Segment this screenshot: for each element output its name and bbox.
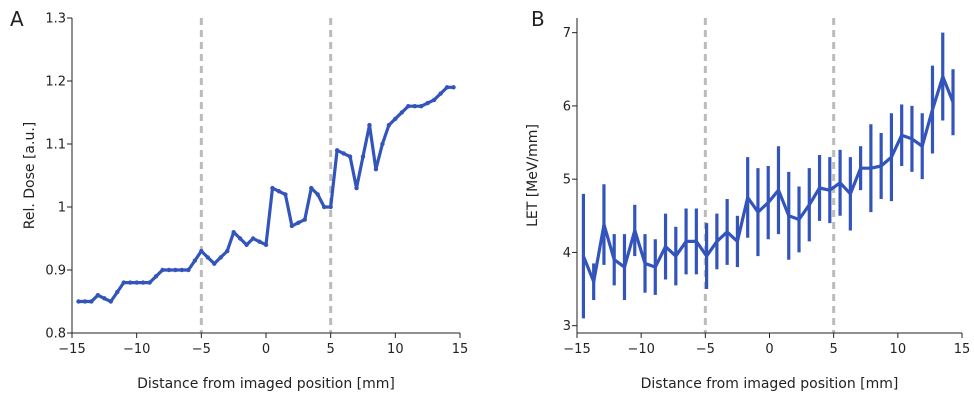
panel-a: A −15 −10 −5 0 5 10 15 0.8 0.9 1 1.1 1.2 1.3 Distance… [10, 7, 468, 392]
panel-b-y-axis-label: LET [MeV/mm] [525, 124, 541, 227]
panel-a-x-axis-label: Distance from imaged position [mm] [137, 376, 395, 392]
panel-b-letter: B [531, 7, 545, 31]
panel-a-y-tick-label: 0.9 [45, 264, 66, 279]
panel-a-data-point [225, 248, 230, 254]
panel-a-data-point [393, 116, 398, 122]
panel-b-y-tick-label: 6 [563, 99, 571, 114]
panel-a-data-point [347, 154, 353, 159]
panel-a-data-point [431, 97, 437, 103]
panel-a-y-tick-label: 1 [58, 201, 66, 216]
panel-a-data-point [237, 236, 243, 241]
panel-a-data-point [95, 293, 101, 298]
panel-b-x-tick-label: 15 [954, 342, 971, 357]
panel-b-y-tick-label: 3 [563, 319, 571, 334]
panel-a-x-tick-label: 0 [262, 342, 270, 357]
panel-a-data-point [412, 104, 417, 109]
panel-b-x-tick-label: −5 [696, 342, 715, 357]
panel-a-data-point [212, 261, 217, 266]
panel-a-data-point [289, 223, 295, 229]
panel-a-data-point [373, 167, 379, 172]
panel-a-data-point [89, 299, 94, 304]
panel-a-data-point [186, 267, 191, 273]
panel-a-data-point [270, 185, 275, 191]
panel-a-data-point [328, 204, 333, 210]
panel-a-data-point [108, 299, 114, 304]
panel-a-data-point [322, 204, 327, 210]
panel-a-data-point [140, 280, 146, 285]
panel-a-data-point [360, 154, 366, 159]
panel-a-data-point [147, 280, 152, 285]
panel-a-data-point [276, 189, 282, 194]
panel-a-y-tick-label: 1.1 [45, 138, 66, 153]
panel-a-data-point [128, 280, 133, 285]
panel-a-data-point [334, 148, 340, 153]
panel-a-data-point [354, 185, 359, 191]
panel-a-data-point [399, 110, 404, 115]
panel-a-data-point [166, 267, 172, 273]
panel-a-x-tick-label: 15 [452, 342, 469, 357]
panel-b-x-tick-label: −15 [563, 342, 590, 357]
panel-b-x-tick-label: 0 [765, 342, 773, 357]
panel-a-x-tick-label: 10 [387, 342, 404, 357]
panel-a-data-point [296, 220, 301, 225]
panel-a-data-point [173, 267, 178, 273]
panel-a-data-point [283, 192, 288, 197]
panel-a-data-point [451, 85, 456, 90]
panel-a-data-point [115, 289, 120, 295]
panel-a-data-point [179, 267, 185, 273]
panel-a-data-point [309, 185, 314, 191]
panel-a-data-point [341, 151, 346, 156]
panel-a-data-point [160, 267, 165, 273]
panel-a-data-point [444, 85, 450, 90]
panel-a-data-point [367, 122, 372, 128]
panel-a-y-tick-label: 1.2 [45, 75, 66, 90]
panel-a-data-point [205, 255, 210, 260]
panel-b-x-tick-label: 10 [890, 342, 907, 357]
panel-a-data-point [82, 299, 88, 304]
panel-b-x-axis-label: Distance from imaged position [mm] [641, 376, 899, 392]
panel-a-data-point [257, 239, 262, 244]
panel-a-data-point [438, 91, 443, 96]
panel-a-x-tick-label: −15 [58, 342, 85, 357]
panel-b: B −15 −10 −5 0 5 10 15 3 4 5 6 7 Distance from image… [525, 7, 970, 392]
panel-a-data-point [406, 104, 411, 109]
panel-b-x-tick-label: 5 [830, 342, 838, 357]
panel-a-data-point [218, 255, 223, 260]
panel-a-x-tick-label: −10 [123, 342, 150, 357]
panel-a-data-point [192, 258, 198, 263]
panel-b-y-tick-label: 4 [563, 246, 571, 261]
panel-a-data-point [244, 242, 249, 247]
panel-b-y-tick-label: 5 [563, 173, 571, 188]
panel-a-data-point [250, 236, 256, 241]
panel-a-data-point [315, 192, 320, 197]
panel-b-y-tick-label: 7 [563, 26, 571, 41]
panel-a-data-point [386, 122, 392, 128]
panel-a-data-point [134, 280, 139, 285]
panel-a-letter: A [10, 7, 24, 31]
panel-a-y-tick-label: 0.8 [45, 327, 66, 342]
panel-a-y-tick-label: 1.3 [45, 12, 66, 27]
panel-a-data-point [121, 280, 126, 285]
panel-a-data-point [302, 217, 307, 222]
panel-a-data-point [102, 296, 107, 301]
panel-a-data-point [380, 141, 385, 147]
panel-a-data-point [76, 299, 81, 304]
panel-a-y-axis-label: Rel. Dose [a.u.] [22, 122, 38, 229]
panel-a-data-point [419, 104, 424, 109]
panel-a-data-point [231, 230, 236, 235]
panel-a-data-point [425, 100, 430, 106]
panel-a-x-tick-label: 5 [327, 342, 335, 357]
panel-b-x-tick-label: −10 [627, 342, 654, 357]
panel-a-data-point [199, 248, 204, 254]
panel-a-data-point [263, 242, 269, 247]
panel-a-data-point [153, 274, 159, 279]
panel-a-x-tick-label: −5 [192, 342, 211, 357]
